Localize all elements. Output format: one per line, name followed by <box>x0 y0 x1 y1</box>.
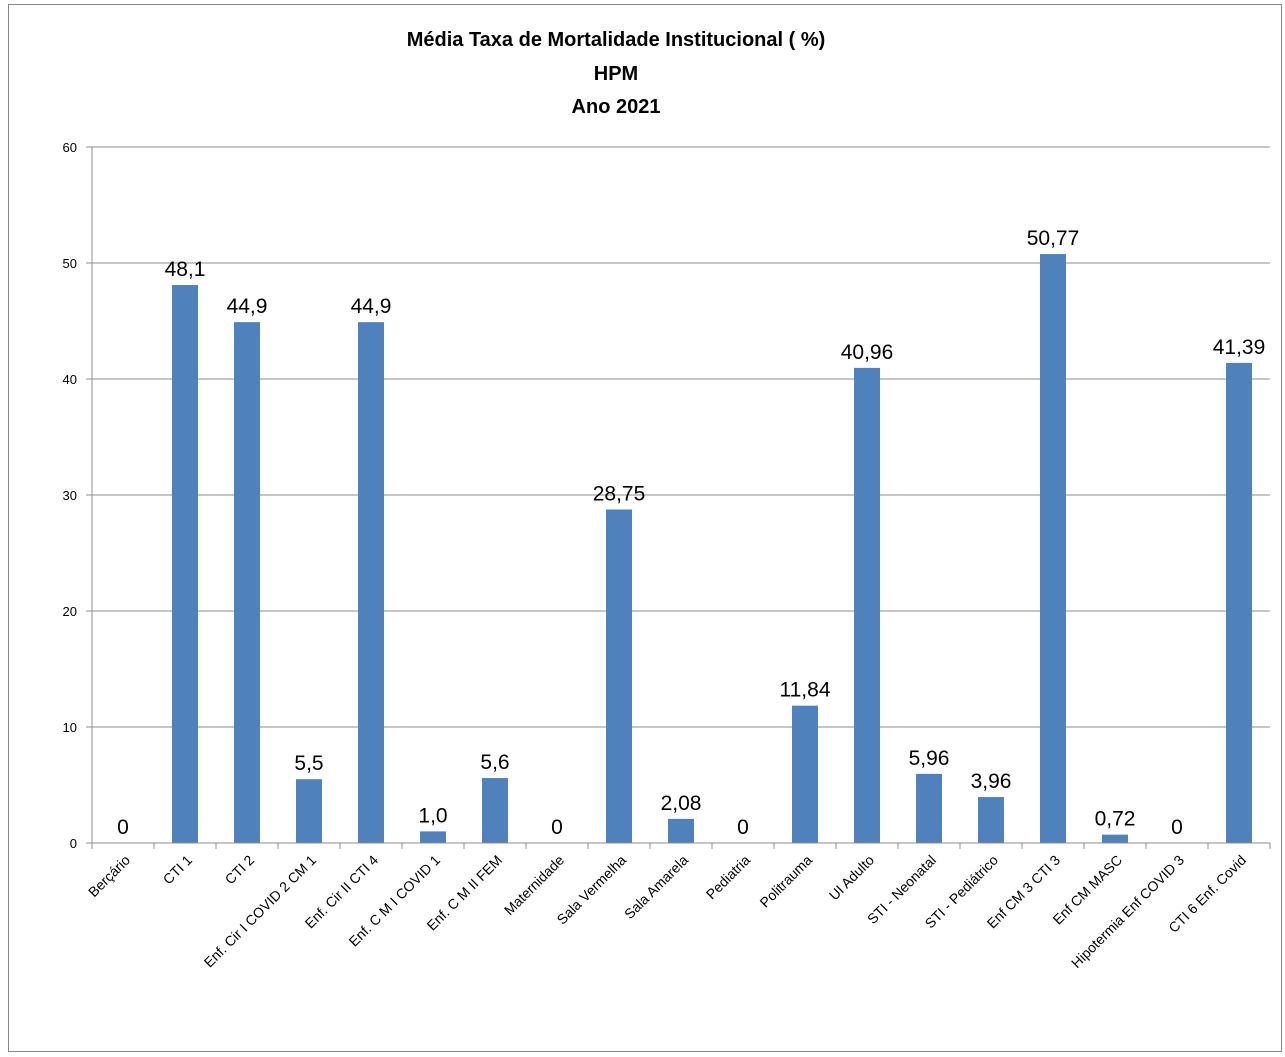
x-category-label: Maternidade <box>501 852 567 918</box>
data-label: 44,9 <box>227 295 268 318</box>
axes <box>86 146 1271 849</box>
x-category-label: Politrauma <box>756 852 815 911</box>
y-tick-label: 40 <box>63 372 77 387</box>
data-label: 1,0 <box>418 804 447 827</box>
data-label: 40,96 <box>841 341 894 364</box>
chart-title: Média Taxa de Mortalidade Institucional … <box>407 29 826 118</box>
x-category-label: Hipotermia Enf COVID 3 <box>1068 852 1187 971</box>
y-tick-label: 0 <box>70 836 77 851</box>
data-label: 0 <box>551 816 563 839</box>
y-tick-label: 50 <box>63 256 77 271</box>
bar <box>482 778 508 843</box>
data-label: 0,72 <box>1095 808 1136 831</box>
bar <box>606 509 632 843</box>
x-category-label: Sala Amarela <box>621 852 691 922</box>
y-axis-ticks: 0 10 20 30 40 50 60 <box>63 140 77 851</box>
bar <box>1226 362 1252 843</box>
bar <box>234 322 260 843</box>
data-label: 5,5 <box>294 752 323 775</box>
bar <box>1102 834 1128 843</box>
x-category-label: Enf. Cir I COVID 2 CM 1 <box>201 852 320 971</box>
x-category-label: CTI 1 <box>160 852 196 888</box>
bar <box>1040 254 1066 843</box>
chart-area: Média Taxa de Mortalidade Institucional … <box>8 4 1282 1052</box>
bar <box>296 779 322 843</box>
data-label: 41,39 <box>1213 336 1266 359</box>
x-category-label: CTI 2 <box>222 852 258 888</box>
y-tick-label: 30 <box>63 488 77 503</box>
bar <box>792 705 818 843</box>
data-label: 11,84 <box>780 679 831 702</box>
data-label: 2,08 <box>661 792 702 815</box>
y-tick-label: 10 <box>63 720 77 735</box>
chart-title-line-3: Ano 2021 <box>572 96 661 118</box>
data-label: 44,9 <box>351 295 392 318</box>
data-label: 28,75 <box>593 483 646 506</box>
data-label: 48,1 <box>165 258 206 281</box>
data-label: 0 <box>117 816 129 839</box>
bar-chart: Média Taxa de Mortalidade Institucional … <box>63 29 1271 971</box>
x-category-label: UI Adulto <box>826 852 878 904</box>
data-label: 5,96 <box>909 747 950 770</box>
data-label: 50,77 <box>1027 227 1080 250</box>
y-tick-label: 60 <box>63 140 77 155</box>
bars <box>172 254 1252 843</box>
data-label: 0 <box>737 816 749 839</box>
data-label: 3,96 <box>971 770 1012 793</box>
data-label: 5,6 <box>480 751 509 774</box>
bar <box>668 818 694 843</box>
chart-title-line-1: Média Taxa de Mortalidade Institucional … <box>407 29 826 51</box>
x-category-label: Berçário <box>85 852 133 900</box>
bar <box>358 322 384 843</box>
bar <box>854 367 880 843</box>
chart-title-line-2: HPM <box>594 63 638 85</box>
bar <box>978 797 1004 843</box>
bar <box>172 285 198 843</box>
data-label: 0 <box>1171 816 1183 839</box>
bar <box>916 773 942 843</box>
bar <box>420 831 446 843</box>
data-labels: 0 48,1 44,9 5,5 44,9 1,0 5,6 0 28,75 2,08 0 11,84 40… <box>117 227 1265 839</box>
x-category-label: Pediatria <box>703 852 754 903</box>
gridlines <box>92 146 1270 728</box>
y-tick-label: 20 <box>63 604 77 619</box>
